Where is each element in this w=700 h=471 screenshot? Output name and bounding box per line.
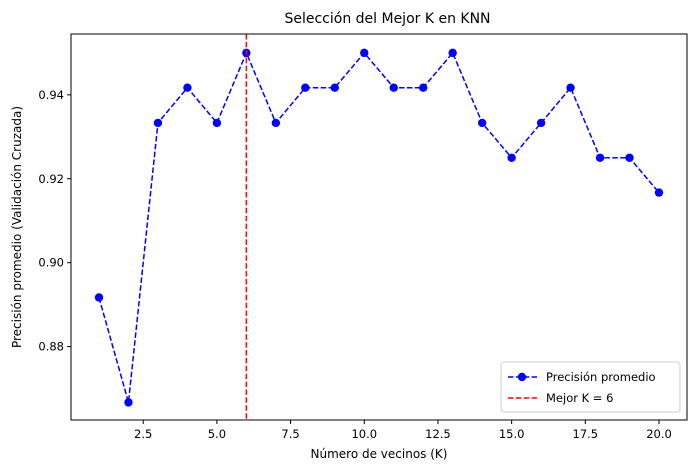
- data-point: [330, 83, 339, 92]
- data-point: [94, 293, 104, 302]
- legend-box: [500, 361, 681, 413]
- data-point: [183, 83, 192, 92]
- data-point: [419, 83, 428, 92]
- data-point: [389, 83, 398, 92]
- data-point: [271, 118, 281, 128]
- series-line: [98, 50, 660, 403]
- x-tick-label: 5.0: [208, 427, 226, 441]
- chart-title: Selección del Mejor K en KNN: [284, 11, 490, 27]
- y-tick-label: 0.88: [38, 340, 64, 354]
- x-axis-title: Número de vecinos (K): [311, 447, 448, 461]
- legend-marker-precision: [517, 372, 527, 382]
- y-tick-label: 0.90: [38, 256, 64, 270]
- y-tick-label: 0.92: [38, 172, 64, 186]
- plot-area: 2.5 5.0 7.5 10.0 12.5 15.0 17.5 20.0 0.88 0.90 0.9…: [38, 34, 672, 441]
- data-point: [595, 153, 605, 162]
- data-point: [507, 153, 516, 162]
- data-point: [448, 48, 457, 58]
- plot-frame: [70, 33, 688, 421]
- data-point: [124, 398, 133, 407]
- legend-label-precision: Precisión promedio: [546, 370, 656, 384]
- data-point: [625, 153, 634, 162]
- data-point: [566, 83, 575, 92]
- x-tick-label: 10.0: [351, 427, 377, 441]
- x-tick-label: 17.5: [573, 427, 599, 441]
- y-axis-title: Precisión promedio (Validación Cruzada): [10, 106, 24, 348]
- data-point: [301, 83, 310, 92]
- data-point: [212, 118, 222, 128]
- x-tick-label: 2.5: [134, 427, 152, 441]
- legend: Precisión promedio Mejor K = 6: [500, 361, 681, 413]
- x-tick-label: 20.0: [646, 427, 672, 441]
- data-point: [477, 118, 487, 128]
- x-tick-label: 15.0: [499, 427, 525, 441]
- legend-label-best-k: Mejor K = 6: [546, 391, 613, 405]
- data-point: [654, 188, 664, 197]
- x-tick-label: 12.5: [425, 427, 451, 441]
- y-tick-label: 0.94: [38, 88, 64, 102]
- x-tick-label: 7.5: [281, 427, 299, 441]
- data-point: [153, 118, 163, 128]
- data-point: [360, 48, 369, 58]
- data-point: [536, 118, 546, 128]
